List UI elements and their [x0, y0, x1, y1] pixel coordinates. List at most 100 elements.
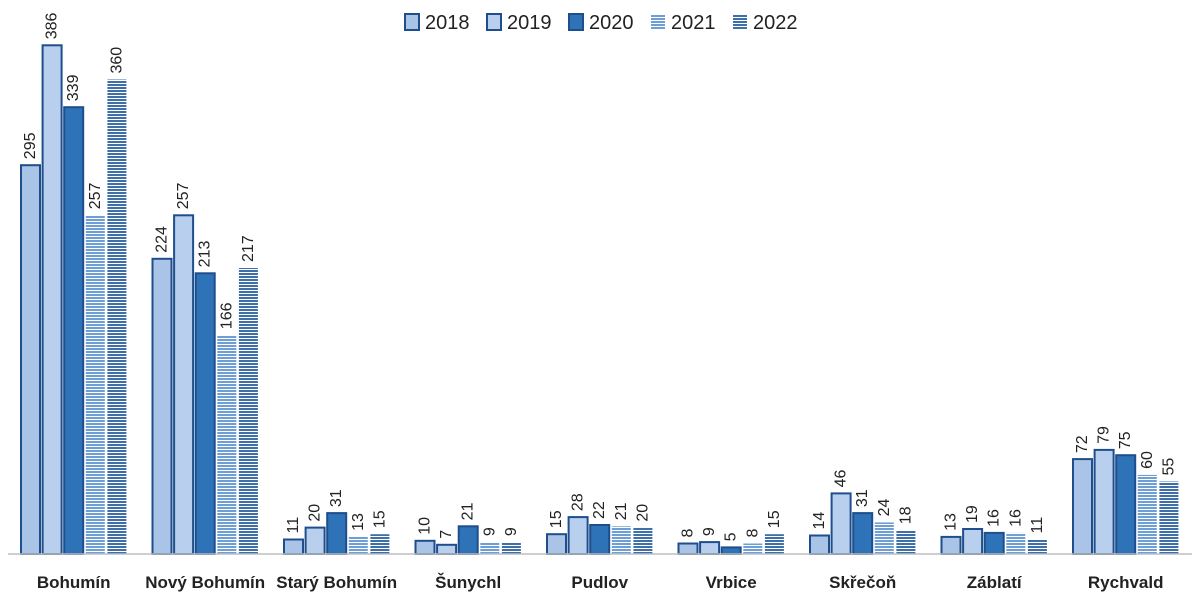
value-label-2021-2: 13 [350, 513, 367, 531]
bar-2018-0 [20, 164, 41, 555]
value-label-2019-6: 46 [833, 470, 850, 488]
bar-2022-7 [1027, 539, 1047, 554]
value-label-2019-7: 19 [964, 505, 981, 523]
legend-label-2022: 2022 [753, 12, 798, 34]
value-label-2018-4: 15 [548, 510, 565, 528]
value-label-2018-1: 224 [154, 226, 171, 253]
value-label-2021-1: 166 [218, 302, 235, 329]
bar-2021-0 [85, 215, 105, 555]
value-label-2021-0: 257 [87, 183, 104, 210]
value-label-2022-5: 15 [766, 510, 783, 528]
value-label-2020-5: 5 [723, 532, 740, 541]
bar-2020-2 [326, 512, 348, 555]
category-label-7: Záblatí [967, 573, 1023, 592]
bar-2022-5 [764, 534, 784, 554]
category-labels-group: Bohumín Nový Bohumín Starý Bohumín Šunychl P… [37, 573, 1164, 592]
bar-2022-0 [107, 79, 127, 554]
bar-2021-4 [611, 526, 631, 554]
category-label-1: Nový Bohumín [145, 573, 265, 592]
legend-swatch-2021 [651, 14, 665, 30]
value-label-2021-4: 21 [613, 502, 630, 520]
value-label-2021-8: 60 [1139, 451, 1156, 469]
value-label-2022-3: 9 [503, 527, 520, 536]
bar-2019-1 [173, 214, 195, 556]
value-label-2021-3: 9 [481, 527, 498, 536]
value-label-2018-5: 8 [680, 529, 697, 538]
bar-2020-5 [720, 546, 742, 556]
category-label-6: Skřečoň [829, 573, 896, 592]
bar-2019-8 [1093, 448, 1115, 555]
value-label-2022-2: 15 [371, 510, 388, 528]
bar-2019-5 [699, 541, 721, 555]
bar-2021-8 [1137, 474, 1157, 554]
legend-swatch-2018 [404, 13, 420, 31]
value-label-2019-4: 28 [570, 493, 587, 511]
bar-2020-0 [63, 106, 85, 555]
value-label-2022-1: 217 [240, 235, 257, 262]
value-label-2019-0: 386 [44, 13, 61, 40]
category-label-3: Šunychl [435, 573, 501, 592]
legend-label-2021: 2021 [671, 12, 716, 34]
bar-2018-5 [677, 542, 699, 555]
legend-label-2020: 2020 [589, 12, 634, 34]
bar-2022-4 [633, 527, 653, 554]
bar-2019-3 [436, 543, 458, 555]
bar-2019-4 [567, 516, 589, 555]
legend-swatch-2020 [568, 13, 584, 31]
value-label-2020-2: 31 [328, 489, 345, 507]
category-label-8: Rychvald [1088, 573, 1164, 592]
category-label-2: Starý Bohumín [276, 573, 397, 592]
value-label-2020-0: 339 [65, 74, 82, 101]
value-label-2020-8: 75 [1117, 431, 1134, 449]
bar-2019-2 [304, 526, 326, 555]
value-label-2021-6: 24 [876, 499, 893, 517]
value-label-2019-8: 79 [1096, 426, 1113, 444]
bar-2018-7 [940, 535, 962, 556]
value-label-2020-6: 31 [854, 489, 871, 507]
value-label-2019-1: 257 [175, 183, 192, 210]
bar-2022-2 [370, 534, 390, 554]
value-label-2018-0: 295 [22, 132, 39, 159]
category-label-4: Pudlov [571, 573, 628, 592]
value-label-2021-5: 8 [744, 529, 761, 538]
value-label-2018-2: 11 [285, 517, 302, 534]
legend: 2018 2019 2020 2021 2022 [404, 12, 798, 34]
bar-2022-1 [238, 268, 258, 554]
bar-2018-2 [283, 538, 304, 555]
value-label-2018-3: 10 [417, 517, 434, 535]
bar-2018-1 [151, 257, 173, 555]
value-label-2020-1: 213 [197, 241, 214, 268]
value-label-2018-8: 72 [1074, 435, 1091, 453]
bar-2020-8 [1115, 454, 1137, 556]
bar-2018-3 [414, 539, 436, 555]
bar-2021-2 [348, 536, 368, 554]
category-label-0: Bohumín [37, 573, 111, 592]
bar-2018-8 [1072, 458, 1093, 556]
bar-2019-7 [962, 528, 984, 555]
legend-swatch-2022 [733, 14, 747, 30]
value-label-2019-3: 7 [438, 530, 455, 539]
bar-2021-3 [480, 542, 500, 554]
value-label-2022-7: 11 [1029, 517, 1046, 534]
bar-2021-5 [743, 543, 763, 554]
value-label-2021-7: 16 [1007, 509, 1024, 527]
value-label-2020-7: 16 [986, 509, 1003, 527]
bar-2020-7 [983, 531, 1005, 556]
bar-2021-6 [874, 522, 894, 554]
bar-2022-6 [896, 530, 916, 554]
value-label-2018-7: 13 [943, 513, 960, 531]
category-label-5: Vrbice [706, 573, 757, 592]
legend-swatch-2019 [486, 13, 502, 31]
bar-2021-1 [217, 335, 237, 554]
bar-2019-6 [830, 492, 852, 555]
bar-2020-3 [457, 525, 479, 555]
value-label-2018-6: 14 [811, 512, 828, 530]
value-label-2020-4: 22 [591, 501, 608, 519]
value-label-2019-5: 9 [701, 527, 718, 536]
bar-2020-6 [852, 512, 874, 555]
bar-2018-4 [546, 533, 567, 556]
bar-2020-4 [589, 524, 611, 555]
bar-2019-0 [41, 44, 63, 556]
